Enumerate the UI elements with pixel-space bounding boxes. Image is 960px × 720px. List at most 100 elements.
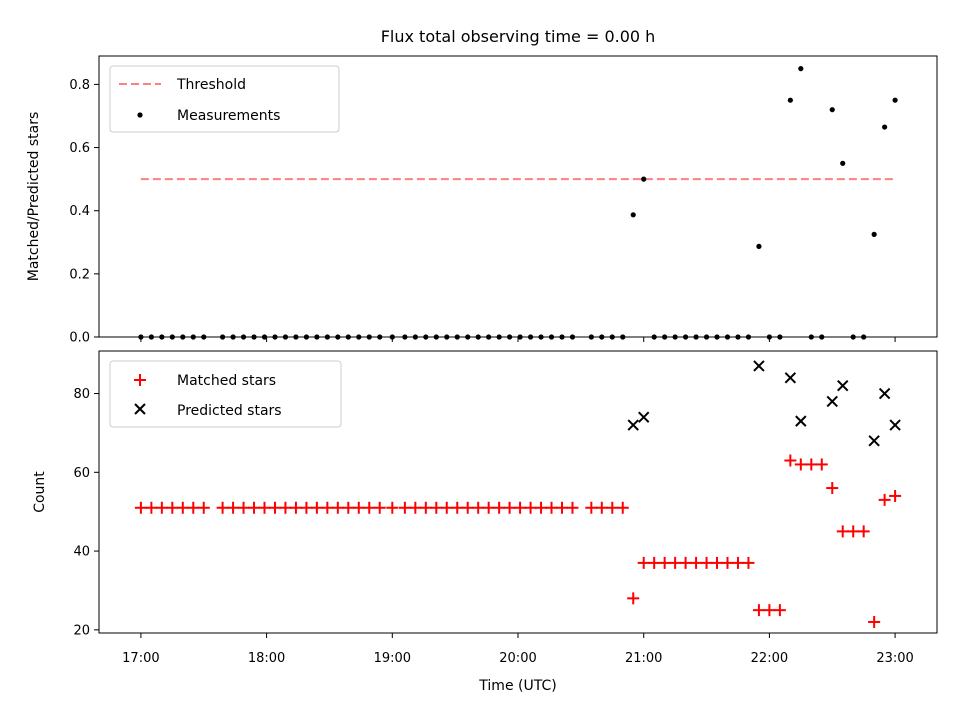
x-tick-label: 21:00 (625, 651, 662, 666)
x-tick-label: 20:00 (499, 651, 536, 666)
matched-star-point (187, 501, 200, 514)
matched-star-point (616, 501, 629, 514)
matched-star-point (700, 556, 713, 569)
matched-star-point (637, 556, 650, 569)
matched-star-point (595, 501, 608, 514)
matched-star-point (363, 501, 376, 514)
matched-star-point (197, 501, 210, 514)
matched-star-point (248, 501, 261, 514)
bottom-legend-box (109, 360, 342, 428)
bottom-y-tick-label: 20 (73, 623, 90, 638)
top-panel: 0.00.20.40.60.8 Matched/Predicted stars … (26, 55, 938, 346)
x-tick-label: 22:00 (751, 651, 788, 666)
matched-star-point (690, 556, 703, 569)
matched-star-point (482, 501, 495, 514)
x-axis-label: Time (UTC) (478, 678, 556, 694)
legend-threshold-label: Threshold (176, 77, 246, 93)
chart-title: Flux total observing time = 0.00 h (381, 27, 656, 46)
predicted-star-point (627, 419, 639, 431)
matched-star-point (868, 615, 881, 628)
top-y-tick-label: 0.2 (69, 267, 90, 282)
matched-star-point (300, 501, 313, 514)
matched-star-point (430, 501, 443, 514)
matched-star-point (279, 501, 292, 514)
matched-star-point (289, 501, 302, 514)
bottom-y-ticks: 20 40 60 80 (73, 387, 99, 638)
matched-star-point (176, 501, 189, 514)
matched-star-point (134, 501, 147, 514)
matched-star-point (585, 501, 598, 514)
matched-star-point (398, 501, 411, 514)
matched-star-point (386, 501, 399, 514)
top-legend: Threshold Measurements (109, 65, 340, 133)
matched-star-point (889, 489, 902, 502)
top-y-tick-label: 0.8 (69, 78, 90, 93)
matched-star-point (731, 556, 744, 569)
matched-star-point (331, 501, 344, 514)
matched-star-point (721, 556, 734, 569)
matched-star-point (555, 501, 568, 514)
matched-star-point (145, 501, 158, 514)
top-y-axis-label: Matched/Predicted stars (26, 112, 42, 282)
matched-star-point (237, 501, 250, 514)
matched-star-point (878, 493, 891, 506)
measurement-point (798, 66, 804, 72)
bottom-y-tick-label: 60 (73, 466, 90, 481)
matched-star-point (679, 556, 692, 569)
matched-star-point (451, 501, 464, 514)
matched-star-point (310, 501, 323, 514)
legend-measurements-label: Measurements (177, 108, 280, 124)
matched-star-point (545, 501, 558, 514)
measurement-point (756, 243, 762, 249)
matched-star-point (648, 556, 661, 569)
matched-star-point (566, 501, 579, 514)
matched-star-point (535, 501, 548, 514)
matched-star-point (155, 501, 168, 514)
matched-star-point (461, 501, 474, 514)
predicted-star-point (889, 419, 901, 431)
measurement-point (882, 124, 888, 130)
measurement-point (829, 107, 835, 113)
bottom-legend: Matched stars Predicted stars (109, 360, 342, 428)
top-x-ticks (140, 337, 896, 342)
matched-star-point (742, 556, 755, 569)
predicted-star-point (795, 415, 807, 427)
x-tick-label: 23:00 (876, 651, 913, 666)
matched-star-point (711, 556, 724, 569)
legend-matched-swatch (134, 374, 146, 386)
matched-star-point (847, 525, 860, 538)
bottom-y-axis-label: Count (32, 471, 48, 513)
bottom-x-ticks: 17:00 18:00 19:00 20:00 21:00 22:00 23:00 (122, 633, 914, 666)
matched-star-point (826, 482, 839, 495)
legend-predicted-swatch (134, 403, 146, 415)
top-legend-box (109, 65, 340, 133)
matched-star-point (658, 556, 671, 569)
legend-measurements-swatch (137, 112, 143, 118)
top-y-tick-label: 0.4 (69, 204, 90, 219)
matched-star-point (784, 454, 797, 467)
measurement-point (892, 97, 898, 103)
measurement-point (630, 212, 636, 218)
matched-star-point (166, 501, 179, 514)
matched-star-point (524, 501, 537, 514)
predicted-star-point (837, 379, 849, 392)
measurement-point (641, 176, 647, 182)
matched-star-point (503, 501, 516, 514)
x-tick-label: 19:00 (374, 651, 411, 666)
x-tick-label: 18:00 (248, 651, 285, 666)
measurement-point (787, 97, 793, 103)
legend-matched-label: Matched stars (177, 373, 276, 389)
matched-star-point (815, 458, 828, 471)
matched-star-point (805, 458, 818, 471)
bottom-panel: 20 40 60 80 17:00 18:00 19:00 20:00 21:00 22:00 2… (32, 350, 938, 694)
matched-star-point (836, 525, 849, 538)
predicted-star-point (826, 395, 838, 408)
bottom-plot-marks (134, 360, 902, 628)
matched-star-point (321, 501, 334, 514)
legend-predicted-label: Predicted stars (177, 403, 282, 419)
matched-star-point (440, 501, 453, 514)
matched-star-point (794, 458, 807, 471)
matched-star-point (352, 501, 365, 514)
predicted-star-point (878, 387, 891, 400)
